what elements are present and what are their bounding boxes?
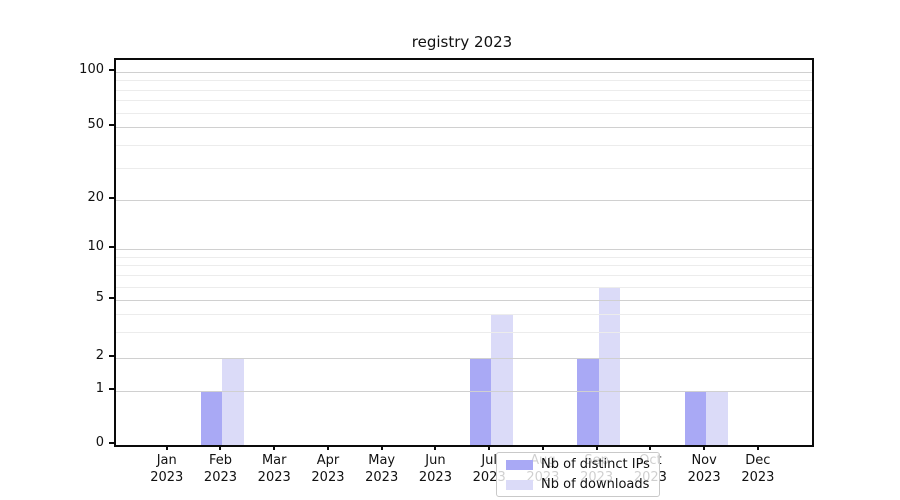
- legend-swatch-downloads: [506, 479, 533, 490]
- major-gridline-50: [116, 127, 812, 128]
- y-tick-mark-5: [109, 297, 114, 299]
- x-label-year: 2023: [687, 470, 721, 485]
- x-tick-mark-6: [488, 445, 491, 450]
- minor-gridline-30: [116, 167, 812, 169]
- y-tick-label-1: 1: [95, 381, 104, 396]
- y-tick-label-2: 2: [95, 348, 104, 363]
- x-tick-label-2: Mar 2023: [258, 452, 291, 486]
- x-label-month: Apr: [316, 453, 340, 468]
- bar-ips-jul: [469, 358, 492, 445]
- x-tick-mark-0: [165, 445, 168, 450]
- bar-ips-sep: [577, 358, 599, 445]
- legend-entry-distinct-ips: Nb of distinct IPs: [506, 457, 659, 472]
- x-tick-label-0: Jan 2023: [150, 452, 183, 486]
- y-tick-label-0: 0: [95, 435, 104, 450]
- y-tick-mark-10: [109, 246, 114, 248]
- y-tick-mark-100: [109, 69, 114, 71]
- x-label-month: May: [368, 453, 396, 468]
- bar-downloads-nov: [706, 391, 728, 445]
- y-tick-mark-20: [109, 197, 114, 199]
- bar-downloads-feb: [222, 358, 245, 445]
- major-gridline-20: [116, 200, 812, 201]
- x-label-year: 2023: [741, 470, 775, 485]
- x-label-month: Jul: [481, 453, 498, 468]
- minor-gridline-7: [116, 275, 812, 277]
- bars-layer: [116, 60, 812, 445]
- legend: Nb of distinct IPs Nb of downloads: [496, 452, 660, 497]
- x-tick-label-11: Dec 2023: [741, 452, 774, 486]
- x-label-year: 2023: [150, 470, 184, 485]
- minor-gridline-40: [116, 144, 812, 146]
- y-tick-label-10: 10: [87, 239, 104, 254]
- minor-gridline-4: [116, 314, 812, 316]
- major-gridline-2: [116, 358, 812, 359]
- major-gridline-5: [116, 300, 812, 301]
- x-label-month: Nov: [691, 453, 717, 468]
- x-tick-mark-4: [380, 445, 383, 450]
- x-tick-label-5: Jun 2023: [419, 452, 452, 486]
- x-label-year: 2023: [203, 470, 238, 485]
- x-tick-mark-8: [595, 445, 598, 450]
- x-label-month: Feb: [208, 453, 232, 468]
- x-label-month: Dec: [745, 453, 771, 468]
- legend-label-distinct-ips: Nb of distinct IPs: [541, 457, 650, 472]
- bar-downloads-jul: [491, 314, 513, 445]
- bar-ips-nov: [684, 391, 707, 445]
- y-tick-label-5: 5: [95, 290, 104, 305]
- x-label-month: Jan: [156, 453, 177, 468]
- major-gridline-1: [116, 391, 812, 392]
- bar-ips-feb: [200, 391, 223, 445]
- x-label-year: 2023: [257, 470, 291, 485]
- minor-gridline-90: [116, 80, 812, 82]
- minor-gridline-6: [116, 286, 812, 288]
- x-label-year: 2023: [418, 470, 452, 485]
- x-tick-mark-9: [649, 445, 652, 450]
- bar-downloads-sep: [598, 286, 621, 445]
- plot-area: Nb of distinct IPs Nb of downloads: [114, 58, 814, 497]
- x-tick-label-1: Feb 2023: [204, 452, 237, 486]
- minor-gridline-60: [116, 112, 812, 114]
- x-tick-label-3: Apr 2023: [311, 452, 344, 486]
- y-tick-label-50: 50: [87, 117, 104, 132]
- x-tick-label-4: May 2023: [365, 452, 398, 486]
- y-tick-mark-0: [109, 442, 114, 444]
- y-tick-label-100: 100: [79, 62, 104, 77]
- x-label-month: Mar: [261, 453, 287, 468]
- minor-gridline-70: [116, 100, 812, 102]
- x-tick-mark-11: [756, 445, 759, 450]
- x-tick-mark-10: [703, 445, 706, 450]
- minor-gridline-9: [116, 256, 812, 258]
- gridlines-layer: [116, 60, 812, 445]
- major-gridline-10: [116, 249, 812, 250]
- legend-label-downloads: Nb of downloads: [541, 477, 650, 492]
- x-label-year: 2023: [365, 470, 399, 485]
- x-label-year: 2023: [311, 470, 345, 485]
- minor-gridline-3: [116, 332, 812, 334]
- y-tick-mark-2: [109, 355, 114, 357]
- minor-gridline-8: [116, 265, 812, 267]
- x-tick-mark-7: [541, 445, 544, 450]
- major-gridline-100: [116, 72, 812, 73]
- legend-entry-downloads: Nb of downloads: [506, 477, 659, 492]
- legend-swatch-distinct-ips: [506, 459, 533, 470]
- y-tick-mark-1: [109, 388, 114, 390]
- x-tick-mark-3: [326, 445, 329, 450]
- x-tick-mark-2: [273, 445, 276, 450]
- x-label-month: Jun: [425, 453, 446, 468]
- minor-gridline-80: [116, 89, 812, 91]
- x-tick-mark-1: [219, 445, 222, 450]
- chart-title: registry 2023: [411, 33, 513, 51]
- y-tick-label-20: 20: [87, 190, 104, 205]
- y-tick-mark-50: [109, 124, 114, 126]
- x-tick-mark-5: [434, 445, 437, 450]
- x-tick-label-10: Nov 2023: [688, 452, 721, 486]
